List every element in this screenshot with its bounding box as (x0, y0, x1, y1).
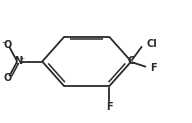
Text: N: N (14, 56, 22, 67)
Text: C: C (128, 56, 135, 67)
Text: F: F (106, 102, 112, 112)
Text: +: + (20, 56, 25, 61)
Text: O: O (4, 73, 12, 83)
Text: −: − (1, 40, 7, 45)
Text: O: O (4, 40, 12, 50)
Text: Cl: Cl (146, 39, 157, 49)
Text: F: F (150, 62, 157, 73)
